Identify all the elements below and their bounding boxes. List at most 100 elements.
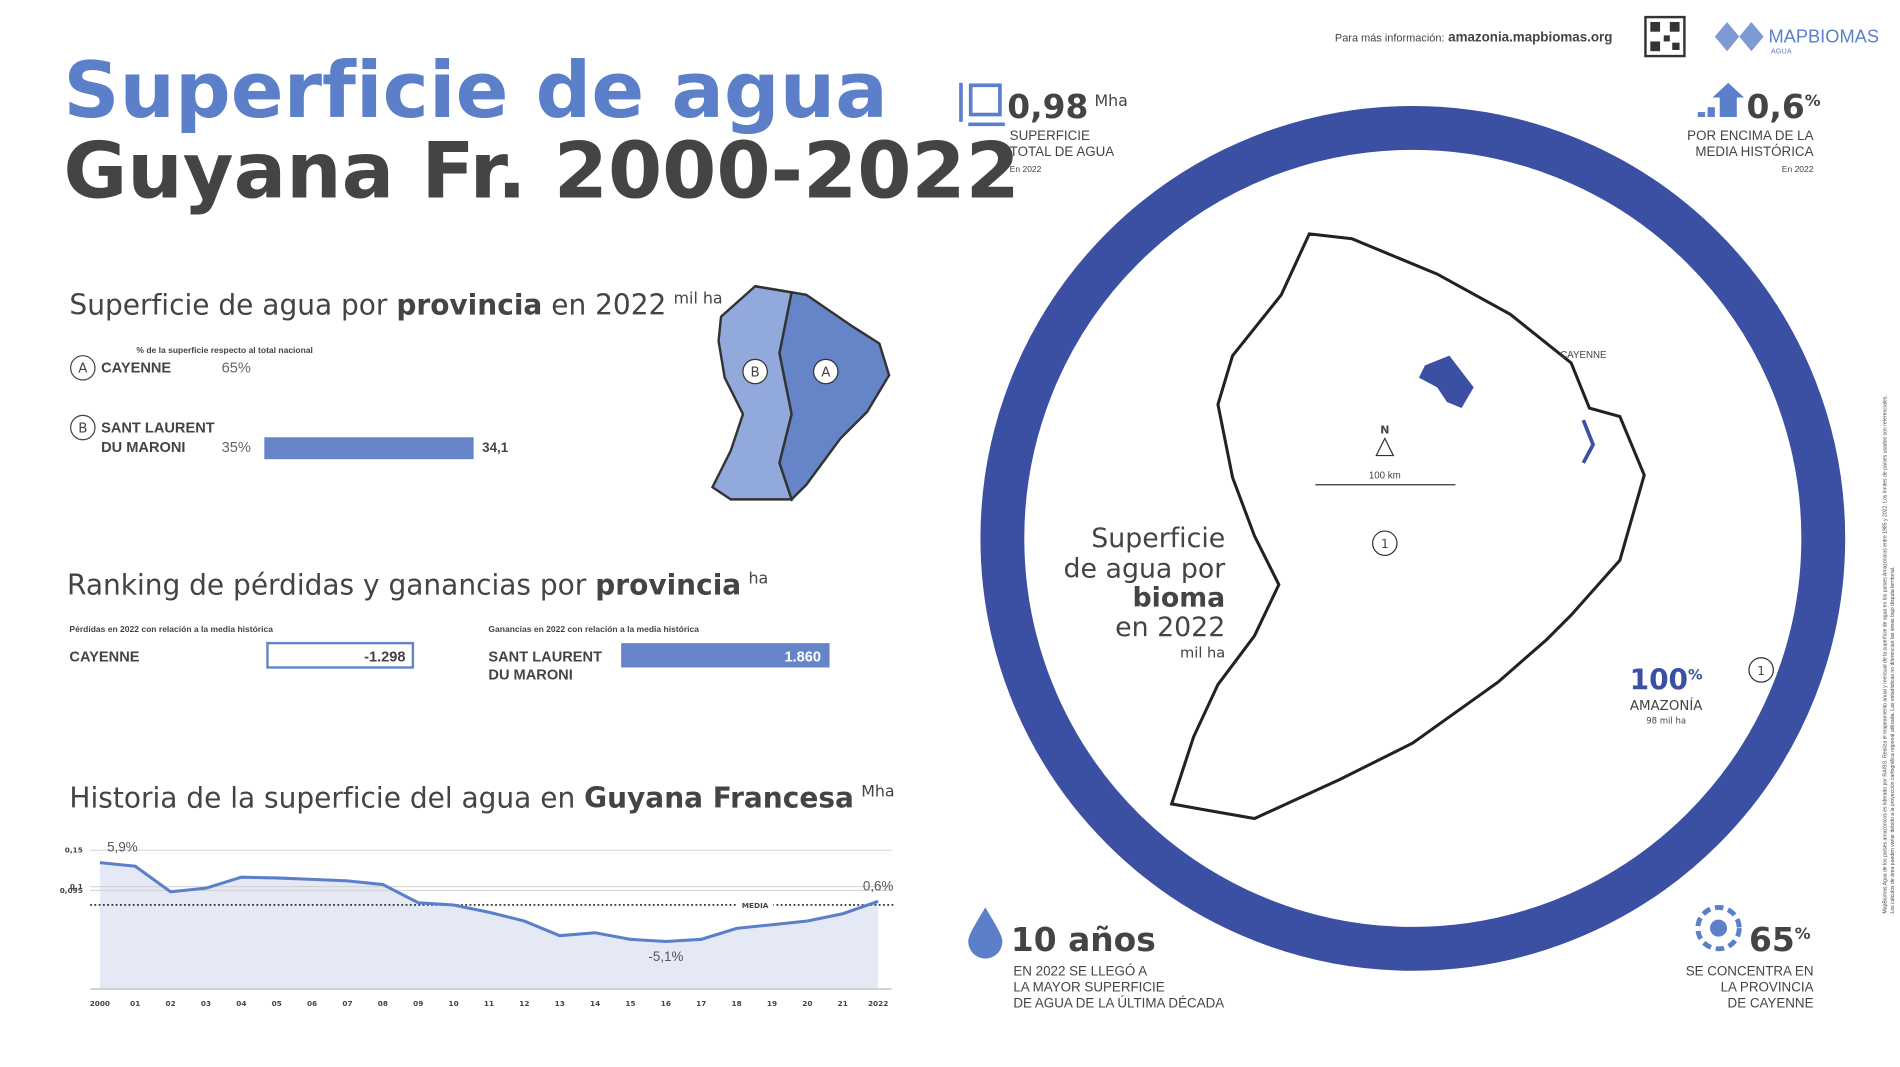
icon-up (1697, 82, 1745, 117)
biome-title-2: de agua por (1064, 553, 1227, 584)
reference-label-bg (736, 898, 774, 912)
x-tick-label: 21 (838, 999, 848, 1008)
x-tick-label: 12 (519, 999, 529, 1008)
gain-bar (621, 643, 830, 668)
province-letter: B (78, 421, 87, 436)
x-tick-label: 04 (236, 999, 246, 1008)
biome-title-bold: bioma (1133, 583, 1226, 614)
ranking-title: Ranking de pérdidas y ganancias por prov… (67, 568, 768, 601)
reference-label: MEDIA (742, 901, 769, 910)
ring-marker-label: 1 (1757, 664, 1765, 678)
x-tick-label: 03 (201, 999, 211, 1008)
side-note: MapBiomas Agua de los países amazónicos … (1883, 395, 1889, 913)
province-share: 65% (222, 361, 251, 377)
ring-marker (1748, 657, 1774, 683)
annotation: 5,9% (107, 840, 138, 855)
x-tick-label: 16 (661, 999, 671, 1008)
x-tick-label: 08 (378, 999, 388, 1008)
guyana-map (1169, 232, 1646, 821)
annotation: 0,6% (863, 878, 894, 893)
x-tick-label: 09 (413, 999, 423, 1008)
city-label: CAYENNE (1560, 350, 1607, 361)
x-tick-label: 2000 (90, 999, 110, 1008)
annotation: -5,1% (648, 949, 683, 964)
side-note: Los cálculos de área pueden variar debid… (1890, 567, 1896, 914)
icon-area (959, 82, 1005, 127)
gains-label: Ganancias en 2022 con relación a la medi… (488, 624, 699, 634)
x-tick-label: 14 (590, 999, 600, 1008)
biome-area: 98 mil ha (1646, 717, 1686, 727)
x-tick-label: 06 (307, 999, 317, 1008)
stat-above: 0,6% (1747, 87, 1821, 126)
x-tick-label: 01 (130, 999, 140, 1008)
area (99, 862, 879, 990)
y-tick-label: 0,095 (60, 886, 83, 895)
x-tick-label: 18 (732, 999, 742, 1008)
x-tick-label: 05 (272, 999, 282, 1008)
stat-years: 10 años (1011, 920, 1156, 959)
biome-ring (980, 106, 1846, 971)
brand-name: MAPBIOMAS (1768, 26, 1879, 47)
x-tick-label: 07 (342, 999, 352, 1008)
brand-logo (1714, 21, 1764, 52)
province-letter: A (78, 362, 88, 377)
stat-total-note: En 2022 (1010, 164, 1042, 174)
x-tick-label: 15 (625, 999, 635, 1008)
province-name: CAYENNE (101, 361, 171, 377)
map-label-a: A (821, 365, 831, 380)
province-map (710, 284, 891, 502)
map-marker-label: 1 (1381, 537, 1389, 551)
stat-total-line: TOTAL DE AGUA (1010, 144, 1115, 159)
icon-target (1695, 904, 1742, 952)
loss-value: -1.298 (364, 649, 405, 665)
x-tick-label: 2022 (868, 999, 888, 1008)
stat-years-line: EN 2022 SE LLEGÓ A (1013, 964, 1147, 979)
x-tick-label: 20 (802, 999, 812, 1008)
map-label-b: B (751, 365, 760, 380)
gain-value: 1.860 (784, 649, 821, 665)
title-line1: Superficie de agua (63, 46, 887, 136)
province-bar (264, 437, 474, 460)
stat-total: 0,98 Mha (1007, 87, 1128, 126)
y-tick-label: 0,15 (65, 846, 83, 855)
north-label: N (1380, 424, 1389, 437)
loss-name: CAYENNE (69, 649, 139, 665)
scale-label: 100 km (1369, 471, 1401, 482)
x-tick-label: 13 (555, 999, 565, 1008)
x-tick-label: 02 (166, 999, 176, 1008)
line (99, 861, 879, 944)
info-label: Para más información: (1335, 32, 1445, 44)
province-note: % de la superficie respecto al total nac… (136, 345, 313, 355)
stat-years-line: DE AGUA DE LA ÚLTIMA DÉCADA (1013, 995, 1224, 1010)
biome-share: 100% (1630, 663, 1703, 696)
biome-title-1: Superficie (1091, 523, 1225, 554)
brand-sub: AGUA (1771, 47, 1792, 56)
biome-name: AMAZONÍA (1630, 696, 1703, 714)
province-value: 34,1 (482, 440, 509, 455)
x-tick-label: 19 (767, 999, 777, 1008)
gain-name: DU MARONI (488, 668, 572, 684)
qr-code (1644, 15, 1686, 58)
province-title: Superficie de agua por provincia en 2022… (69, 288, 722, 321)
biome-title-end: en 2022 (1115, 612, 1225, 643)
province-name: DU MARONI (101, 440, 185, 456)
stat-share-line: SE CONCENTRA EN (1686, 964, 1814, 979)
stat-share: 65% (1749, 920, 1811, 959)
biome-unit: mil ha (1180, 645, 1225, 662)
x-tick-label: 10 (449, 999, 459, 1008)
stat-above-line: MEDIA HISTÓRICA (1695, 144, 1813, 159)
stat-total-line: SUPERFICIE (1010, 128, 1090, 143)
stat-share-line: LA PROVINCIA (1721, 979, 1814, 994)
reservoir (1418, 355, 1474, 409)
title-line2: Guyana Fr. 2000-2022 (63, 126, 1020, 216)
stat-share-line: DE CAYENNE (1728, 995, 1814, 1010)
province-badge (70, 414, 96, 441)
chart-title: Historia de la superficie del agua en Gu… (69, 782, 894, 815)
losses-label: Pérdidas en 2022 con relación a la media… (69, 624, 273, 634)
loss-bar (266, 641, 415, 669)
river-mouth (1581, 419, 1596, 464)
stat-above-note: En 2022 (1782, 164, 1814, 174)
icon-drop (968, 907, 1003, 959)
stat-above-line: POR ENCIMA DE LA (1687, 128, 1813, 143)
north-arrow (1375, 437, 1395, 457)
